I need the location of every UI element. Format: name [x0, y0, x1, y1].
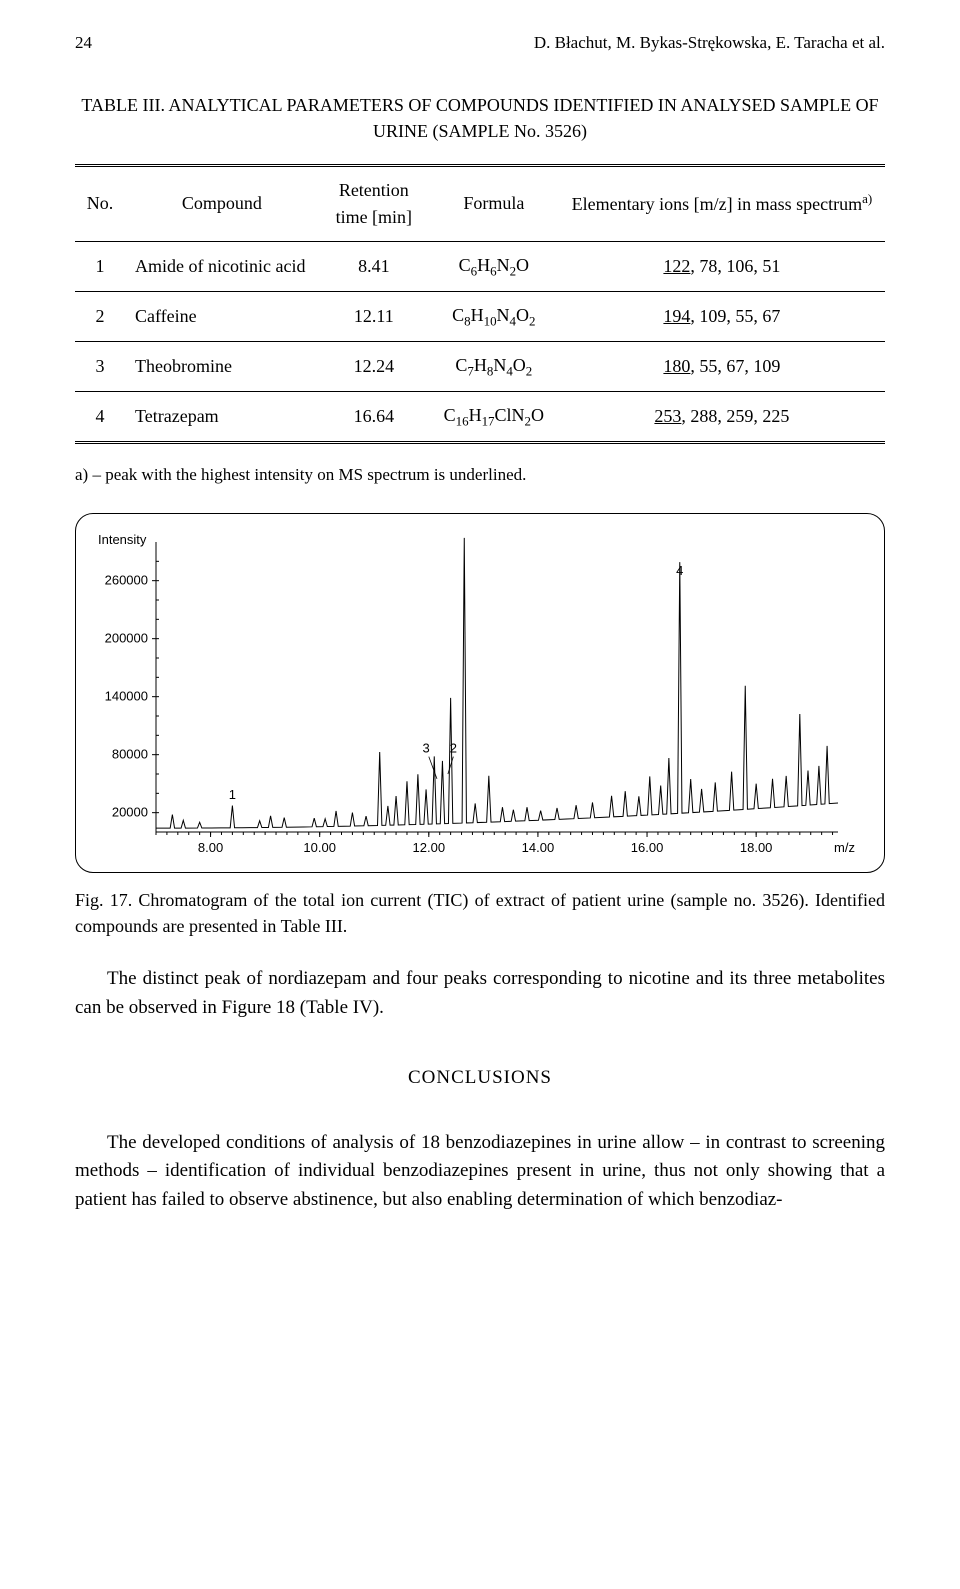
svg-text:20000: 20000 — [112, 805, 148, 820]
body-paragraph-2: The developed conditions of analysis of … — [75, 1129, 885, 1215]
col-ions: Elementary ions [m/z] in mass spectruma) — [559, 165, 885, 241]
svg-text:1: 1 — [229, 787, 236, 802]
svg-text:4: 4 — [676, 563, 683, 578]
chromatogram-figure: Intensity 20000 80000 140000 200000 260000 8.0… — [75, 513, 885, 873]
running-header: 24 D. Błachut, M. Bykas-Strękowska, E. T… — [75, 30, 885, 56]
table-row: 4Tetrazepam16.64C16H17ClN2O253, 288, 259… — [75, 391, 885, 442]
cell-formula: C8H10N4O2 — [429, 291, 559, 341]
svg-text:200000: 200000 — [105, 631, 148, 646]
page-number: 24 — [75, 30, 92, 56]
svg-text:260000: 260000 — [105, 573, 148, 588]
cell-ions: 122, 78, 106, 51 — [559, 241, 885, 291]
cell-no: 3 — [75, 341, 125, 391]
chromatogram-svg: Intensity 20000 80000 140000 200000 260000 8.0… — [88, 524, 868, 864]
svg-text:140000: 140000 — [105, 689, 148, 704]
cell-ions: 194, 109, 55, 67 — [559, 291, 885, 341]
cell-rt: 12.24 — [319, 341, 429, 391]
svg-text:14.00: 14.00 — [522, 840, 555, 855]
svg-text:16.00: 16.00 — [631, 840, 664, 855]
table-row: 2Caffeine12.11C8H10N4O2194, 109, 55, 67 — [75, 291, 885, 341]
svg-text:3: 3 — [422, 741, 429, 756]
col-formula: Formula — [429, 165, 559, 241]
table-header-row: No. Compound Retention time [min] Formul… — [75, 165, 885, 241]
svg-text:12.00: 12.00 — [413, 840, 446, 855]
analytical-parameters-table: No. Compound Retention time [min] Formul… — [75, 164, 885, 444]
col-no: No. — [75, 165, 125, 241]
svg-text:18.00: 18.00 — [740, 840, 773, 855]
svg-text:m/z: m/z — [834, 840, 855, 855]
col-compound: Compound — [125, 165, 319, 241]
table-caption: TABLE III. ANALYTICAL PARAMETERS OF COMP… — [75, 92, 885, 144]
cell-ions: 180, 55, 67, 109 — [559, 341, 885, 391]
col-retention: Retention time [min] — [319, 165, 429, 241]
header-authors: D. Błachut, M. Bykas-Strękowska, E. Tara… — [534, 30, 885, 56]
cell-no: 2 — [75, 291, 125, 341]
cell-compound: Caffeine — [125, 291, 319, 341]
cell-rt: 12.11 — [319, 291, 429, 341]
table-footnote: a) – peak with the highest intensity on … — [75, 462, 885, 488]
table-row: 3Theobromine12.24C7H8N4O2180, 55, 67, 10… — [75, 341, 885, 391]
svg-text:8.00: 8.00 — [198, 840, 223, 855]
cell-formula: C16H17ClN2O — [429, 391, 559, 442]
cell-formula: C6H6N2O — [429, 241, 559, 291]
cell-rt: 16.64 — [319, 391, 429, 442]
cell-formula: C7H8N4O2 — [429, 341, 559, 391]
svg-text:2: 2 — [450, 741, 457, 756]
cell-no: 1 — [75, 241, 125, 291]
conclusions-heading: CONCLUSIONS — [75, 1064, 885, 1093]
cell-rt: 8.41 — [319, 241, 429, 291]
cell-compound: Tetrazepam — [125, 391, 319, 442]
svg-text:10.00: 10.00 — [303, 840, 336, 855]
cell-compound: Theobromine — [125, 341, 319, 391]
table-row: 1Amide of nicotinic acid8.41C6H6N2O122, … — [75, 241, 885, 291]
cell-compound: Amide of nicotinic acid — [125, 241, 319, 291]
cell-no: 4 — [75, 391, 125, 442]
cell-ions: 253, 288, 259, 225 — [559, 391, 885, 442]
figure-caption: Fig. 17. Chromatogram of the total ion c… — [75, 887, 885, 939]
body-paragraph-1: The distinct peak of nordiazepam and fou… — [75, 965, 885, 1022]
svg-text:Intensity: Intensity — [98, 532, 147, 547]
svg-text:80000: 80000 — [112, 747, 148, 762]
